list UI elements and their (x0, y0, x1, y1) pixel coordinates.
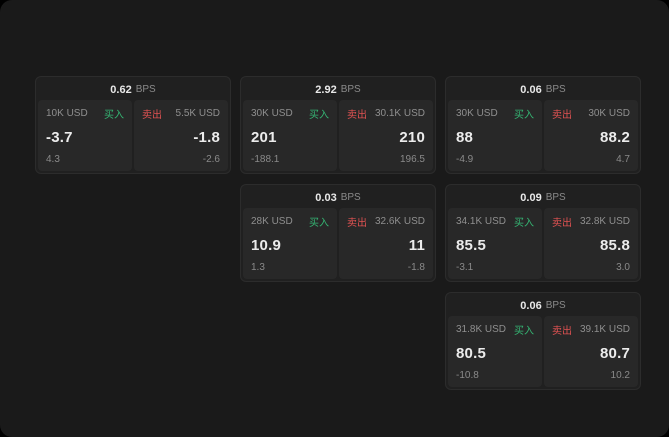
bps-value: 0.62 (110, 83, 132, 96)
sell-label: 卖出 (552, 110, 572, 121)
buy-amount: 30K USD (456, 108, 498, 119)
sell-amount: 39.1K USD (579, 324, 630, 335)
sell-price: 11 (408, 237, 425, 254)
quote-card-grid: 0.62 BPS 10K USD 买入 -3.7 4.3 卖出 5.5K USD (35, 76, 641, 390)
card-header: 0.03 BPS (243, 187, 433, 208)
buy-sell-panels: 28K USD 买入 10.9 1.3 卖出 32.6K USD 11 -1.8 (243, 208, 433, 279)
sell-panel[interactable]: 卖出 5.5K USD -1.8 -2.6 (134, 100, 228, 171)
sell-amount: 32.6K USD (374, 216, 425, 227)
buy-price: 85.5 (456, 237, 486, 254)
buy-price: 88 (456, 129, 474, 146)
buy-label: 买入 (514, 110, 534, 121)
sell-amount: 32.8K USD (579, 216, 630, 227)
buy-panel[interactable]: 34.1K USD 买入 85.5 -3.1 (448, 208, 542, 279)
card-header: 0.09 BPS (448, 187, 638, 208)
buy-price: 10.9 (251, 237, 281, 254)
sell-label: 卖出 (552, 218, 572, 229)
buy-amount: 34.1K USD (456, 216, 507, 227)
quote-card: 0.06 BPS 30K USD 买入 88 -4.9 卖出 30K USD (445, 76, 641, 174)
buy-sell-panels: 34.1K USD 买入 85.5 -3.1 卖出 32.8K USD 85.8… (448, 208, 638, 279)
quote-card: 2.92 BPS 30K USD 买入 201 -188.1 卖出 30.1K … (240, 76, 436, 174)
sell-sub-value: -2.6 (202, 154, 220, 165)
buy-amount: 30K USD (251, 108, 293, 119)
buy-panel[interactable]: 30K USD 买入 201 -188.1 (243, 100, 337, 171)
buy-panel[interactable]: 31.8K USD 买入 80.5 -10.8 (448, 316, 542, 387)
sell-label: 卖出 (142, 110, 162, 121)
card-header: 0.06 BPS (448, 79, 638, 100)
buy-amount: 10K USD (46, 108, 88, 119)
sell-price: -1.8 (193, 129, 220, 146)
sell-sub-value: -1.8 (407, 262, 425, 273)
buy-panel[interactable]: 30K USD 买入 88 -4.9 (448, 100, 542, 171)
buy-label: 买入 (514, 326, 534, 337)
sell-sub-value: 4.7 (616, 154, 630, 165)
quote-card: 0.03 BPS 28K USD 买入 10.9 1.3 卖出 32.6K US… (240, 184, 436, 282)
quote-card: 0.62 BPS 10K USD 买入 -3.7 4.3 卖出 5.5K USD (35, 76, 231, 174)
bps-value: 0.06 (520, 299, 542, 312)
sell-sub-value: 10.2 (610, 370, 630, 381)
bps-unit-label: BPS (545, 300, 566, 311)
bps-unit-label: BPS (545, 192, 566, 203)
bps-unit-label: BPS (340, 84, 361, 95)
bps-value: 2.92 (315, 83, 337, 96)
buy-label: 买入 (309, 218, 329, 229)
buy-panel[interactable]: 28K USD 买入 10.9 1.3 (243, 208, 337, 279)
buy-price: 80.5 (456, 345, 486, 362)
sell-panel[interactable]: 卖出 39.1K USD 80.7 10.2 (544, 316, 638, 387)
quote-card: 0.09 BPS 34.1K USD 买入 85.5 -3.1 卖出 32.8K… (445, 184, 641, 282)
sell-label: 卖出 (347, 110, 367, 121)
bps-unit-label: BPS (340, 192, 361, 203)
buy-label: 买入 (309, 110, 329, 121)
buy-sub-value: 4.3 (46, 154, 60, 165)
buy-sell-panels: 10K USD 买入 -3.7 4.3 卖出 5.5K USD -1.8 -2.… (38, 100, 228, 171)
buy-sell-panels: 30K USD 买入 88 -4.9 卖出 30K USD 88.2 4.7 (448, 100, 638, 171)
buy-price: -3.7 (46, 129, 73, 146)
buy-sell-panels: 31.8K USD 买入 80.5 -10.8 卖出 39.1K USD 80.… (448, 316, 638, 387)
sell-panel[interactable]: 卖出 32.8K USD 85.8 3.0 (544, 208, 638, 279)
buy-sell-panels: 30K USD 买入 201 -188.1 卖出 30.1K USD 210 1… (243, 100, 433, 171)
buy-sub-value: -10.8 (456, 370, 479, 381)
bps-unit-label: BPS (545, 84, 566, 95)
buy-label: 买入 (104, 110, 124, 121)
buy-price: 201 (251, 129, 277, 146)
sell-label: 卖出 (552, 326, 572, 337)
bps-value: 0.03 (315, 191, 337, 204)
sell-price: 85.8 (600, 237, 630, 254)
sell-panel[interactable]: 卖出 30.1K USD 210 196.5 (339, 100, 433, 171)
sell-panel[interactable]: 卖出 30K USD 88.2 4.7 (544, 100, 638, 171)
sell-sub-value: 196.5 (399, 154, 425, 165)
sell-price: 210 (399, 129, 425, 146)
buy-amount: 31.8K USD (456, 324, 507, 335)
buy-sub-value: -3.1 (456, 262, 474, 273)
buy-sub-value: -188.1 (251, 154, 280, 165)
card-header: 0.62 BPS (38, 79, 228, 100)
buy-sub-value: 1.3 (251, 262, 265, 273)
card-header: 2.92 BPS (243, 79, 433, 100)
sell-amount: 5.5K USD (175, 108, 220, 119)
bps-value: 0.09 (520, 191, 542, 204)
card-header: 0.06 BPS (448, 295, 638, 316)
sell-price: 80.7 (600, 345, 630, 362)
bps-unit-label: BPS (135, 84, 156, 95)
sell-panel[interactable]: 卖出 32.6K USD 11 -1.8 (339, 208, 433, 279)
quote-card: 0.06 BPS 31.8K USD 买入 80.5 -10.8 卖出 39.1… (445, 292, 641, 390)
buy-panel[interactable]: 10K USD 买入 -3.7 4.3 (38, 100, 132, 171)
sell-amount: 30K USD (588, 108, 630, 119)
sell-sub-value: 3.0 (616, 262, 630, 273)
buy-label: 买入 (514, 218, 534, 229)
bps-value: 0.06 (520, 83, 542, 96)
buy-amount: 28K USD (251, 216, 293, 227)
sell-amount: 30.1K USD (374, 108, 425, 119)
sell-price: 88.2 (600, 129, 630, 146)
buy-sub-value: -4.9 (456, 154, 474, 165)
sell-label: 卖出 (347, 218, 367, 229)
